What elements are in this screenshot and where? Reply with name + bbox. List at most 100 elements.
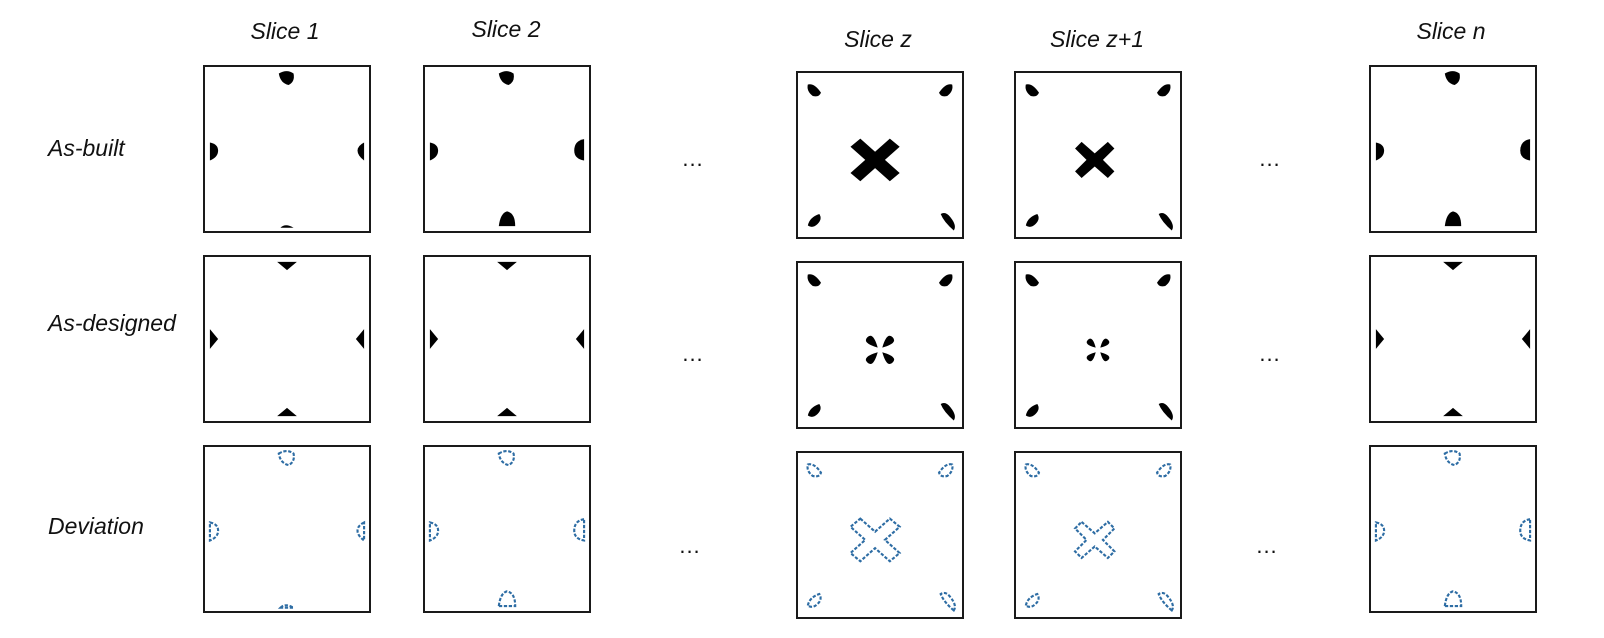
solid-region [429, 329, 439, 349]
deviation-region [1443, 590, 1463, 608]
solid-region [939, 274, 953, 287]
solid-region [1025, 404, 1039, 417]
slice-cross-section [1025, 84, 1173, 231]
slice-cross-section [806, 463, 956, 613]
slice-panel [423, 445, 591, 613]
solid-region [209, 142, 219, 161]
slice-panel [203, 65, 371, 233]
solid-region [1444, 211, 1462, 227]
solid-region [940, 212, 955, 231]
deviation-region [806, 592, 822, 608]
solid-region [575, 329, 585, 349]
slice-cross-section [1025, 274, 1173, 421]
solid-region [1443, 407, 1463, 417]
solid-region [278, 71, 294, 86]
ellipsis-row-1-right: ... [1259, 146, 1281, 171]
deviation-region [1024, 463, 1041, 478]
deviation-region [356, 520, 366, 543]
slice-cross-section [209, 71, 365, 228]
slice-panel [1014, 261, 1182, 429]
solid-region [1521, 329, 1531, 349]
solid-region [1444, 71, 1460, 86]
solid-region [939, 84, 953, 97]
solid-region [1157, 274, 1171, 287]
slice-panel [796, 451, 964, 619]
solid-region [1086, 352, 1096, 362]
slice-cross-section [429, 71, 585, 227]
solid-region [1375, 142, 1385, 161]
solid-region [807, 404, 821, 417]
slice-cross-section [428, 450, 586, 608]
slice-panel [1369, 445, 1537, 613]
slice-panel [1369, 65, 1537, 233]
slice-cross-section [209, 261, 365, 417]
row-label-as-built: As-built [48, 135, 125, 161]
deviation-region [277, 450, 295, 467]
solid-region [1443, 261, 1463, 271]
solid-region [1086, 338, 1096, 348]
column-label-slice-2: Slice 2 [471, 16, 541, 42]
slice-panel [423, 255, 591, 423]
deviation-region [806, 463, 823, 478]
slice-panel [203, 445, 371, 613]
deviation-region [497, 590, 517, 608]
slice-panel [1014, 71, 1182, 239]
solid-region [277, 407, 297, 417]
solid-region [850, 138, 900, 182]
column-label-slice-1: Slice 1 [250, 18, 320, 44]
deviation-region [1155, 463, 1172, 478]
solid-region [865, 352, 878, 365]
slice-panel [1014, 451, 1182, 619]
deviation-region [1519, 517, 1532, 542]
solid-region [429, 142, 439, 161]
column-label-slice-n: Slice n [1416, 18, 1486, 44]
ellipsis-row-3-left: ... [679, 533, 701, 558]
deviation-region [1024, 592, 1040, 608]
solid-region [1100, 352, 1110, 362]
deviation-region [208, 521, 220, 543]
solid-region [940, 402, 955, 421]
solid-region [1025, 214, 1039, 227]
solid-region [865, 335, 878, 348]
solid-region [882, 352, 895, 365]
solid-region [1025, 274, 1039, 287]
solid-region [807, 214, 821, 227]
slice-panel [423, 65, 591, 233]
deviation-region [848, 517, 902, 563]
ellipsis-row-2-left: ... [682, 341, 704, 366]
solid-region [1158, 402, 1173, 421]
column-label-slice-z1: Slice z+1 [1050, 26, 1144, 52]
solid-region [497, 407, 517, 417]
row-label-as-designed: As-designed [48, 310, 176, 336]
deviation-region [277, 604, 298, 609]
solid-region [882, 335, 895, 348]
solid-region [807, 274, 821, 287]
deviation-region [1443, 450, 1461, 467]
solid-region [498, 211, 516, 227]
solid-region [1100, 338, 1110, 348]
deviation-region [1157, 591, 1174, 613]
slice-cross-section [208, 450, 366, 609]
solid-region [1158, 212, 1173, 231]
slice-cross-section [1374, 450, 1532, 608]
column-label-slice-z: Slice z [844, 26, 912, 52]
ellipsis-row-3-right: ... [1256, 533, 1278, 558]
slice-panel [203, 255, 371, 423]
solid-region [357, 142, 365, 161]
solid-region [807, 84, 821, 97]
solid-region [1157, 84, 1171, 97]
deviation-region [937, 463, 954, 478]
solid-region [280, 225, 294, 228]
deviation-region [428, 521, 440, 543]
solid-region [574, 139, 585, 161]
deviation-region [497, 450, 515, 467]
ellipsis-row-1-left: ... [682, 146, 704, 171]
slice-cross-section [807, 274, 955, 421]
slice-cross-section [1375, 71, 1531, 227]
row-label-deviation: Deviation [48, 513, 144, 539]
slice-cross-section [807, 84, 955, 231]
solid-region [1375, 329, 1385, 349]
solid-region [498, 71, 514, 86]
slice-cross-section [1024, 463, 1174, 613]
slice-panel [796, 71, 964, 239]
